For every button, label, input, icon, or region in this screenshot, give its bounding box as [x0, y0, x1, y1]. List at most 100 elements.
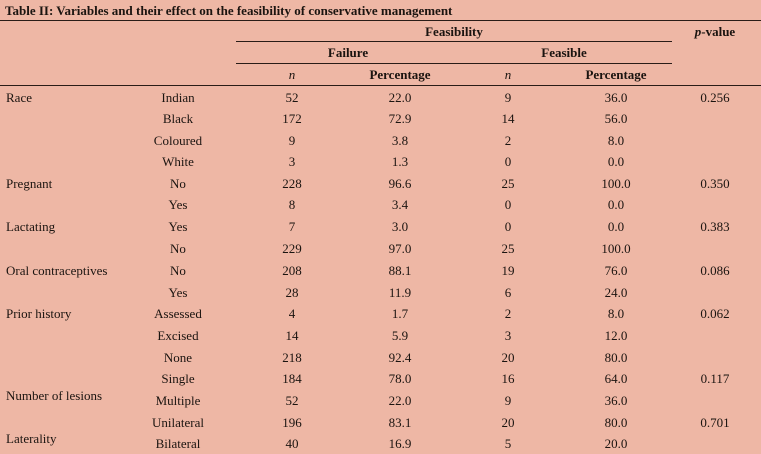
header-failure-n: n: [288, 67, 296, 82]
cell-failure-n: 208: [282, 263, 302, 278]
cell-category: Bilateral: [155, 436, 201, 451]
cell-feasible-percentage: 24.0: [604, 285, 628, 300]
cell-feasible-n: 16: [501, 371, 515, 386]
cell-failure-percentage: 88.1: [388, 263, 412, 278]
cell-p-value: [672, 390, 758, 411]
cell-failure-n: 184: [282, 371, 302, 386]
cell-category: Assessed: [154, 306, 202, 321]
cell-category: Yes: [168, 197, 188, 212]
cell-failure-n: 172: [282, 111, 302, 126]
cell-p-value: 0.701: [700, 415, 730, 430]
cell-feasible-percentage: 0.0: [607, 197, 625, 212]
cell-failure-n: 52: [285, 393, 299, 408]
cell-category: Coloured: [153, 133, 203, 148]
cell-failure-percentage: 83.1: [388, 415, 412, 430]
cell-failure-n: 218: [282, 350, 302, 365]
header-bottom-rule: [0, 85, 761, 86]
cell-failure-percentage: 16.9: [388, 436, 412, 451]
cell-failure-n: 3: [288, 154, 296, 169]
cell-feasible-n: 9: [504, 393, 512, 408]
header-failure: Failure: [327, 45, 369, 60]
cell-failure-n: 9: [288, 133, 296, 148]
cell-failure-percentage: 3.0: [391, 219, 409, 234]
cell-feasible-percentage: 36.0: [604, 90, 628, 105]
feasibility-rule: [236, 41, 672, 42]
cell-failure-n: 40: [285, 436, 299, 451]
cell-feasible-percentage: 20.0: [604, 436, 628, 451]
cell-variable: Prior history: [6, 306, 72, 321]
cell-feasible-percentage: 80.0: [604, 415, 628, 430]
cell-p-value: [672, 347, 758, 368]
cell-feasible-percentage: 56.0: [604, 111, 628, 126]
table-row: Race Indian 52 22.0 9 36.0 0.256: [0, 87, 761, 108]
header-p-value-rest: -value: [701, 24, 736, 39]
table-title: Table II: Variables and their effect on …: [5, 3, 453, 18]
cell-variable: Race: [6, 90, 32, 105]
cell-category: Unilateral: [152, 415, 204, 430]
cell-category: Multiple: [155, 393, 201, 408]
cell-p-value: [672, 130, 758, 151]
cell-failure-percentage: 97.0: [388, 241, 412, 256]
cell-category: Yes: [168, 219, 188, 234]
table-row: Unilateral 196 83.1 20 80.0 0.701: [0, 412, 761, 433]
cell-feasible-n: 19: [501, 263, 515, 278]
cell-feasible-n: 25: [501, 241, 515, 256]
cell-p-value: [672, 325, 758, 346]
cell-p-value: [672, 151, 758, 172]
cell-failure-percentage: 22.0: [388, 90, 412, 105]
table-row: Excised 14 5.9 3 12.0: [0, 325, 761, 346]
table-row: Multiple 52 22.0 9 36.0: [0, 390, 761, 411]
table-row: Black 172 72.9 14 56.0: [0, 108, 761, 129]
cell-p-value: 0.256: [700, 90, 730, 105]
header-p-value-italic: p: [694, 24, 702, 39]
cell-category: Black: [162, 111, 194, 126]
cell-category: Yes: [168, 285, 188, 300]
cell-feasible-n: 14: [501, 111, 515, 126]
cell-variable: Lactating: [6, 219, 56, 234]
cell-feasible-n: 2: [504, 306, 512, 321]
header-feasible-percentage: Percentage: [585, 67, 647, 82]
cell-feasible-percentage: 80.0: [604, 350, 628, 365]
cell-category: Single: [161, 371, 195, 386]
cell-failure-percentage: 11.9: [388, 285, 412, 300]
header-feasible-n: n: [504, 67, 512, 82]
cell-feasible-percentage: 8.0: [607, 133, 625, 148]
cell-feasible-percentage: 0.0: [607, 219, 625, 234]
cell-feasible-n: 5: [504, 436, 512, 451]
cell-feasible-n: 9: [504, 90, 512, 105]
header-p-value: p-value: [672, 24, 758, 40]
cell-feasible-percentage: 100.0: [601, 241, 631, 256]
cell-feasible-n: 20: [501, 350, 515, 365]
cell-feasible-percentage: 0.0: [607, 154, 625, 169]
cell-feasible-n: 20: [501, 415, 515, 430]
table-row: Single 184 78.0 16 64.0 0.117: [0, 368, 761, 389]
cell-p-value: 0.383: [700, 219, 730, 234]
cell-category: None: [163, 350, 193, 365]
cell-feasible-percentage: 64.0: [604, 371, 628, 386]
cell-failure-percentage: 92.4: [388, 350, 412, 365]
table-row: White 3 1.3 0 0.0: [0, 151, 761, 172]
header-feasible: Feasible: [541, 45, 587, 60]
cell-feasible-n: 0: [504, 154, 512, 169]
table-row: Lactating Yes 7 3.0 0 0.0 0.383: [0, 216, 761, 237]
cell-failure-percentage: 78.0: [388, 371, 412, 386]
variable-label-number-of-lesions: Number of lesions: [6, 388, 103, 403]
table-row: Coloured 9 3.8 2 8.0: [0, 130, 761, 151]
cell-p-value: [672, 194, 758, 215]
cell-feasible-n: 2: [504, 133, 512, 148]
cell-failure-n: 8: [288, 197, 296, 212]
cell-category: No: [170, 263, 186, 278]
cell-p-value: 0.117: [700, 371, 730, 386]
cell-feasible-n: 0: [504, 197, 512, 212]
table-row: Yes 8 3.4 0 0.0: [0, 194, 761, 215]
cell-failure-percentage: 1.3: [391, 154, 409, 169]
cell-failure-percentage: 3.4: [391, 197, 409, 212]
table-row: Bilateral 40 16.9 5 20.0: [0, 433, 761, 454]
cell-p-value: 0.086: [700, 263, 730, 278]
table-row: None 218 92.4 20 80.0: [0, 347, 761, 368]
cell-feasible-n: 0: [504, 219, 512, 234]
cell-feasible-n: 3: [504, 328, 512, 343]
table-row: Oral contraceptives No 208 88.1 19 76.0 0.086: [0, 260, 761, 281]
table-row: Yes 28 11.9 6 24.0: [0, 282, 761, 303]
